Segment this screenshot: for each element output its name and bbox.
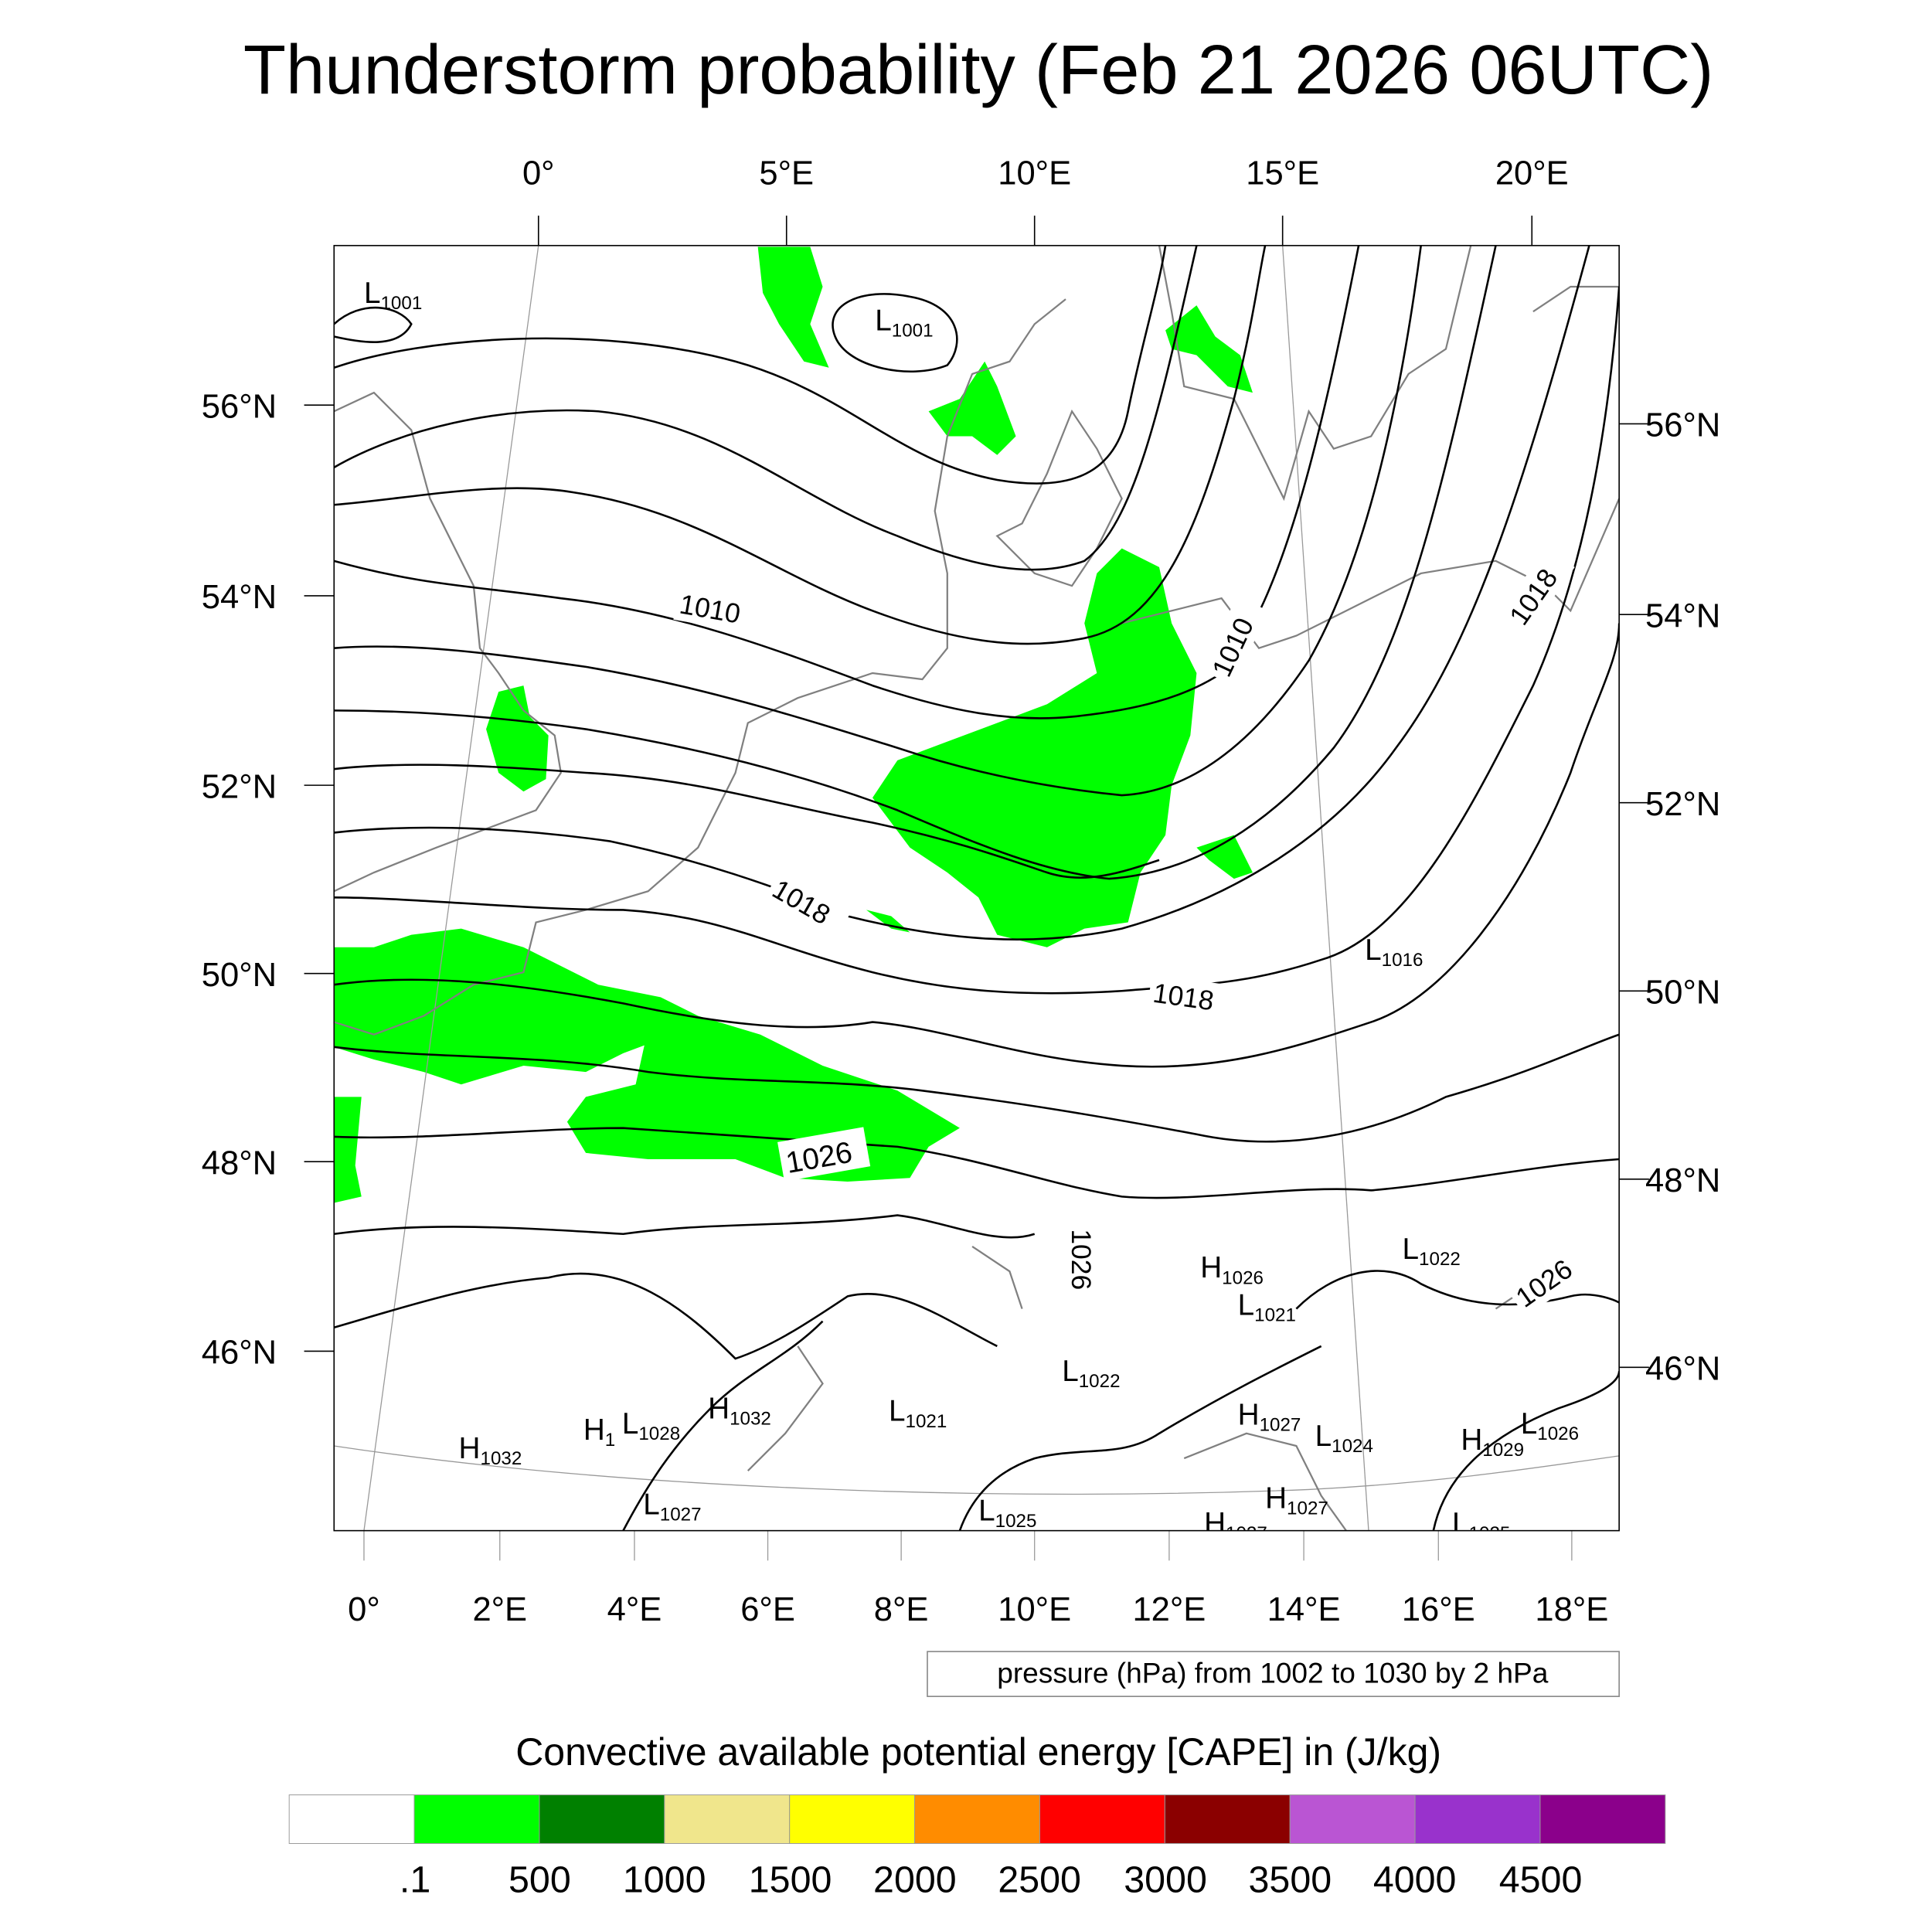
bottom-lon-label: 8°E	[874, 1591, 929, 1628]
pressure-center-label: H1029	[1461, 1423, 1524, 1461]
isobars	[334, 245, 1620, 1531]
pressure-center-label: L1021	[889, 1395, 947, 1432]
map-frame	[333, 244, 1620, 1532]
left-lat-label: 48°N	[202, 1145, 277, 1182]
bottom-longitude-labels: 0° 2°E 4°E 6°E 8°E 10°E 12°E 14°E 16°E 1…	[348, 1591, 1608, 1628]
cape-area	[334, 928, 699, 1085]
colorbar-swatch	[1289, 1794, 1416, 1844]
contour-label: 1026	[1066, 1229, 1097, 1290]
colorbar-label: 3500	[1249, 1859, 1332, 1900]
top-ticks	[537, 216, 1533, 246]
contour-labels: 1010 1018 1018 1026 1026 1010 1018 1026	[673, 546, 1594, 1317]
cape-area	[1165, 305, 1253, 393]
top-longitude-labels: 0° 5°E 10°E 15°E 20°E	[522, 155, 1569, 192]
colorbar-label: .1	[400, 1859, 430, 1900]
bottom-lon-label: 4°E	[607, 1591, 662, 1628]
cape-area	[486, 685, 549, 792]
pressure-center-label: H1032	[459, 1432, 522, 1469]
colorbar-label: 500	[509, 1859, 571, 1900]
pressure-center-label: H1027	[1265, 1482, 1328, 1519]
pressure-center-label: L1021	[1238, 1289, 1296, 1326]
colorbar-swatch	[1414, 1794, 1541, 1844]
colorbar-swatch	[1164, 1794, 1291, 1844]
pressure-center-label: H1	[583, 1413, 615, 1451]
colorbar-swatch	[789, 1794, 916, 1844]
bottom-lon-label: 12°E	[1132, 1591, 1206, 1628]
bottom-lon-label: 6°E	[740, 1591, 795, 1628]
top-lon-label: 5°E	[759, 155, 814, 192]
colorbar-swatch	[413, 1794, 540, 1844]
bottom-lon-label: 0°	[348, 1591, 380, 1628]
right-lat-label: 46°N	[1645, 1350, 1720, 1387]
colorbar-swatch	[288, 1794, 415, 1844]
pressure-center-label: L1001	[364, 277, 422, 314]
cape-area	[872, 548, 1197, 947]
left-lat-label: 54°N	[202, 579, 277, 616]
colorbar-label: 3000	[1124, 1859, 1207, 1900]
colorbar-label: 1000	[623, 1859, 706, 1900]
colorbar-swatch	[1039, 1794, 1165, 1844]
pressure-center-label: H1026	[1200, 1251, 1264, 1288]
colorbar-label: 2000	[873, 1859, 957, 1900]
pressure-center-label: L1025	[978, 1495, 1036, 1532]
colorbar-label: 1500	[749, 1859, 832, 1900]
right-lat-label: 52°N	[1645, 786, 1720, 823]
cape-area	[334, 1097, 362, 1203]
info-box-text: pressure (hPa) from 1002 to 1030 by 2 hP…	[997, 1656, 1549, 1689]
pressure-center-label: H1027	[1238, 1399, 1301, 1436]
colorbar-title: Convective available potential energy [C…	[515, 1730, 1441, 1774]
figure-title: Thunderstorm probability (Feb 21 2026 06…	[243, 31, 1713, 109]
pressure-center-label: L1022	[1403, 1233, 1461, 1270]
pressure-center-label: L1016	[1365, 934, 1423, 971]
colorbar-label: 4500	[1499, 1859, 1583, 1900]
colorbar	[288, 1794, 1666, 1844]
bottom-lon-label: 10°E	[998, 1591, 1071, 1628]
graticule	[334, 245, 1620, 1531]
left-ticks	[304, 404, 335, 1352]
right-lat-label: 50°N	[1645, 974, 1720, 1011]
colorbar-label: 2500	[998, 1859, 1081, 1900]
bottom-ticks	[363, 1530, 1573, 1561]
cape-area	[757, 247, 829, 368]
top-lon-label: 15°E	[1246, 155, 1319, 192]
top-lon-label: 10°E	[998, 155, 1071, 192]
bottom-lon-label: 16°E	[1402, 1591, 1475, 1628]
right-latitude-labels: 56°N 54°N 52°N 50°N 48°N 46°N	[1645, 407, 1720, 1388]
colorbar-swatch	[914, 1794, 1040, 1844]
left-lat-label: 52°N	[202, 768, 277, 805]
cape-area	[1196, 835, 1253, 879]
pressure-centers: L1001 L1001 L1016 L1022 H1026 L1021 L102…	[364, 277, 1579, 1544]
top-lon-label: 0°	[522, 155, 555, 192]
pressure-center-label: L1024	[1315, 1420, 1373, 1457]
right-ticks	[1619, 423, 1649, 1369]
map-panel[interactable]: 1010 1018 1018 1026 1026 1010 1018 1026 …	[334, 245, 1620, 1544]
left-latitude-labels: 56°N 54°N 52°N 50°N 48°N 46°N	[202, 388, 277, 1371]
colorbar-swatch	[664, 1794, 791, 1844]
right-lat-label: 54°N	[1645, 597, 1720, 634]
colorbar-swatch	[539, 1794, 665, 1844]
top-lon-label: 20°E	[1495, 155, 1569, 192]
pressure-center-label: L1027	[643, 1488, 701, 1526]
pressure-center-label: L1022	[1062, 1355, 1120, 1392]
pressure-center-label: H1027	[1204, 1507, 1267, 1544]
bottom-lon-label: 18°E	[1535, 1591, 1608, 1628]
left-lat-label: 50°N	[202, 957, 277, 994]
cape-area	[928, 361, 1016, 455]
info-box	[927, 1651, 1620, 1697]
colorbar-labels: .1 500 1000 1500 2000 2500 3000 3500 400…	[400, 1859, 1582, 1900]
right-lat-label: 48°N	[1645, 1162, 1720, 1199]
bottom-lon-label: 14°E	[1267, 1591, 1341, 1628]
pressure-center-label: L1028	[622, 1407, 680, 1444]
right-lat-label: 56°N	[1645, 407, 1720, 444]
pressure-center-label: L1001	[875, 304, 933, 341]
bottom-lon-label: 2°E	[472, 1591, 527, 1628]
pressure-center-label: L1025	[1452, 1507, 1510, 1544]
pressure-center-label: H1032	[708, 1392, 771, 1429]
pressure-center-label: L1026	[1521, 1407, 1579, 1444]
colorbar-swatch	[1539, 1794, 1666, 1844]
colorbar-label: 4000	[1373, 1859, 1457, 1900]
left-lat-label: 46°N	[202, 1335, 277, 1372]
left-lat-label: 56°N	[202, 388, 277, 425]
